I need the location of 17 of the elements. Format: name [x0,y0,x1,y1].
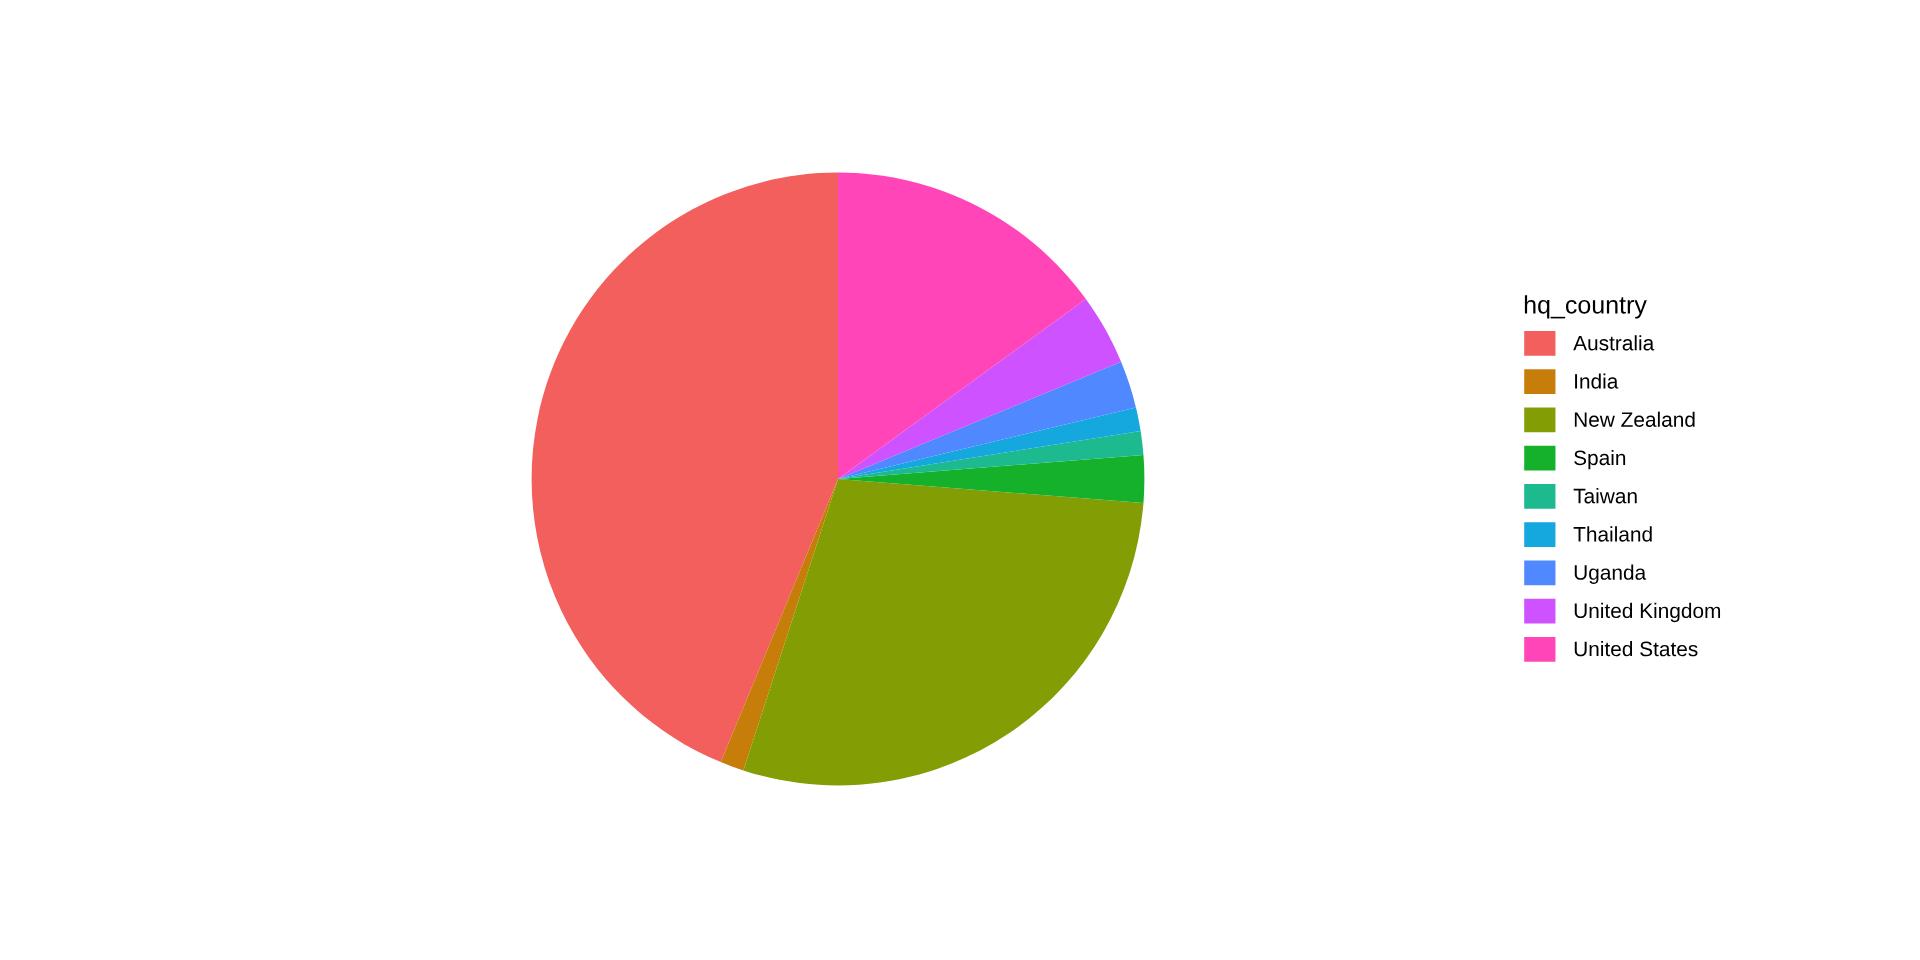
legend-label: United States [1574,641,1698,657]
legend-label: Thailand [1573,526,1652,542]
legend-label: Uganda [1574,564,1647,584]
legend-label: New Zealand [1574,411,1695,427]
pie-slice [838,298,1122,479]
pie-slice [743,479,1144,786]
legend-label: Australia [1573,335,1655,351]
pie-slice [838,431,1144,479]
pie-slice [838,407,1141,479]
legend-label: United Kingdom [1574,602,1721,623]
legend-label: Taiwan [1573,488,1637,504]
legend-label: Spain [1574,449,1626,470]
pie-slice [531,172,838,763]
pie-slice [838,361,1136,479]
legend-title: hq_country [1524,295,1647,319]
legend-label: India [1575,373,1619,389]
pie-slice [838,172,1086,479]
